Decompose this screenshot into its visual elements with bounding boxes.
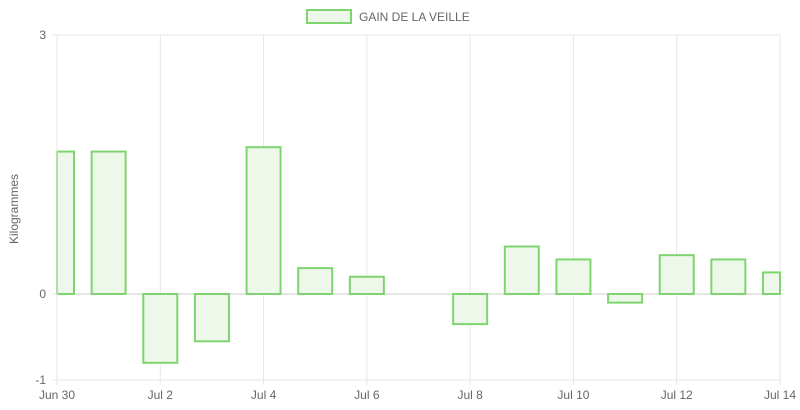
bar-jul-6 [348,275,385,296]
x-tick-label: Jul 8 [457,388,483,402]
y-axis-title: Kilogrammes [7,174,21,244]
legend-swatch [306,9,352,24]
bar-jul-2 [142,293,179,364]
bar-jul-8 [452,293,489,326]
bar-jul-9 [503,245,540,295]
x-tick-label: Jul 12 [661,388,693,402]
x-tick-label: Jul 6 [354,388,380,402]
x-tick-label: Jul 14 [764,388,796,402]
x-tick-label: Jul 10 [557,388,589,402]
legend-label: GAIN DE LA VEILLE [359,10,470,24]
x-tick-label: Jul 4 [251,388,277,402]
y-tick-label: 0 [39,287,46,301]
bar-jul-1 [90,150,127,295]
bar-jun-30 [56,150,75,295]
bar-jul-4 [245,146,282,295]
y-tick-label: 3 [39,28,46,42]
bar-jul-12 [658,254,695,295]
axes-layer: Jun 30 Jul 2 Jul 4 Jul 6 Jul 8 Jul 10 Jul 12 Ju… [35,28,796,402]
x-tick-label: Jul 2 [148,388,174,402]
y-tick-label: -1 [35,373,46,387]
bar-jul-13 [710,258,747,296]
bar-jul-5 [297,267,334,296]
x-tick-label: Jun 30 [39,388,75,402]
bar-jul-3 [193,293,230,343]
bar-jul-10 [555,258,592,296]
bars-layer [56,146,781,364]
legend: GAIN DE LA VEILLE [306,9,470,24]
bar-jul-11 [607,293,644,304]
bar-jul-14 [762,271,781,295]
